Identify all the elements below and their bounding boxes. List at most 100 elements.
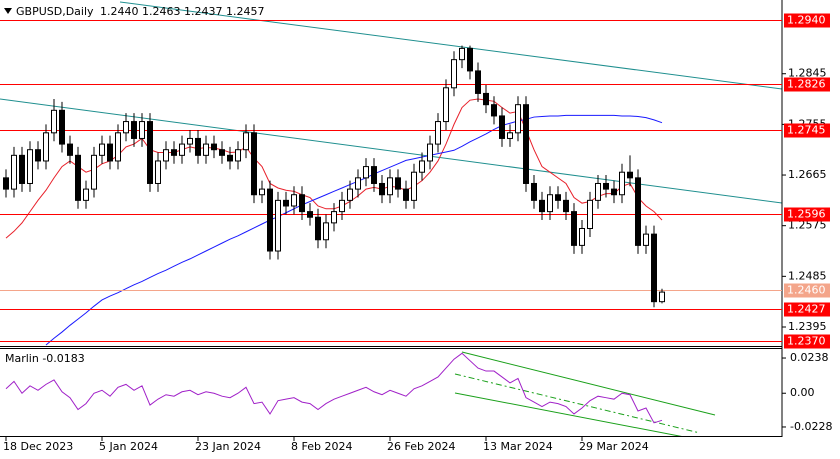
candle-body <box>123 121 129 134</box>
candle-body <box>419 160 425 173</box>
level-badge <box>784 77 830 92</box>
candle-body <box>531 182 537 201</box>
candle-body <box>395 177 401 190</box>
level-badge <box>784 207 830 222</box>
y-tick-label: 1.2665 <box>788 168 827 181</box>
y-tick-label: 1.2575 <box>788 219 827 232</box>
candle-body <box>619 171 625 196</box>
candle-body <box>203 143 209 156</box>
candle-body <box>275 199 281 252</box>
candle-body <box>555 194 561 201</box>
level-label: 1.2826 <box>787 78 826 91</box>
candle-body <box>291 194 297 207</box>
candle-body <box>587 199 593 229</box>
candle-body <box>651 233 657 303</box>
main-panel <box>0 20 782 346</box>
level-label: 1.2745 <box>787 124 826 137</box>
candle-body <box>147 121 153 184</box>
candle-body <box>187 137 193 145</box>
candle-body <box>131 121 137 139</box>
channel-line <box>454 392 688 437</box>
candle-body <box>355 177 361 190</box>
candle-body <box>99 143 105 156</box>
candle-body <box>83 188 89 201</box>
candle-body <box>283 199 289 207</box>
candle-body <box>371 166 377 184</box>
level-badge <box>784 302 830 317</box>
candle-body <box>411 171 417 201</box>
candle-body <box>91 154 97 190</box>
candle-body <box>507 132 513 139</box>
candle-body <box>235 149 241 162</box>
candle-body <box>499 115 505 139</box>
level-badge <box>784 283 830 298</box>
candle-body <box>467 47 473 72</box>
candle-body <box>243 132 249 151</box>
y-tick-label: 1.2845 <box>788 67 827 80</box>
candle-body <box>171 149 177 156</box>
candle-body <box>571 211 577 246</box>
candle-body <box>491 104 497 117</box>
y-tick-label: 1.2485 <box>788 269 827 282</box>
candle-body <box>315 216 321 241</box>
candle-body <box>475 70 481 94</box>
candle-body <box>403 188 409 201</box>
trend-lines <box>0 1 782 204</box>
x-tick-label: 26 Feb 2024 <box>387 440 455 453</box>
y-tick-label: 1.2395 <box>788 320 827 333</box>
candle-body <box>107 143 113 162</box>
candle-body <box>179 143 185 156</box>
candle-body <box>195 137 201 156</box>
level-badge <box>784 334 830 349</box>
marlin-channel <box>454 351 716 437</box>
candle-body <box>451 59 457 89</box>
candle-body <box>435 121 441 145</box>
candle-body <box>363 166 369 179</box>
x-tick-label: 18 Dec 2023 <box>3 440 73 453</box>
candle-body <box>163 149 169 162</box>
y-tick-label: 0.0238 <box>790 351 829 364</box>
candle-body <box>331 211 337 224</box>
candle-body <box>659 291 665 303</box>
indicator-panel <box>5 352 663 424</box>
level-label: 1.2370 <box>787 335 826 348</box>
candle-body <box>459 47 465 61</box>
trend-line <box>119 1 782 90</box>
channel-line <box>461 351 716 416</box>
y-tick-label: -0.0228 <box>790 420 832 433</box>
candle-body <box>379 182 385 196</box>
candle-body <box>347 188 353 201</box>
level-label: 1.2596 <box>787 208 826 221</box>
indicator-line <box>5 352 663 424</box>
x-tick-label: 5 Jan 2024 <box>99 440 158 453</box>
candle-body <box>227 154 233 162</box>
candle-body <box>35 149 41 162</box>
candle-body <box>219 149 225 156</box>
candle-body <box>259 188 265 196</box>
candle-body <box>307 211 313 218</box>
candle-body <box>267 188 273 252</box>
candle-body <box>427 143 433 162</box>
candle-body <box>523 104 529 184</box>
candle-body <box>299 194 305 213</box>
y-tick-label: 0.00 <box>790 386 815 399</box>
candle-body <box>443 87 449 123</box>
trend-line <box>0 98 782 204</box>
candle-body <box>19 154 25 184</box>
symbol-title: GBPUSD,Daily <box>16 5 94 18</box>
level-label: 1.2460 <box>787 284 826 297</box>
candle-body <box>515 104 521 134</box>
menu-icon[interactable] <box>4 8 12 14</box>
candle-body <box>323 222 329 241</box>
x-tick-label: 23 Jan 2024 <box>195 440 261 453</box>
candle-body <box>115 132 121 162</box>
level-label: 1.2940 <box>787 14 826 27</box>
candle-body <box>563 199 569 213</box>
candle-body <box>211 143 217 151</box>
indicator-title: Marlin -0.0183 <box>5 352 85 365</box>
x-tick-label: 29 Mar 2024 <box>579 440 649 453</box>
moving-average <box>45 114 663 346</box>
candle-body <box>483 92 489 106</box>
quote: 1.2440 1.2463 1.2437 1.2457 <box>100 5 264 18</box>
